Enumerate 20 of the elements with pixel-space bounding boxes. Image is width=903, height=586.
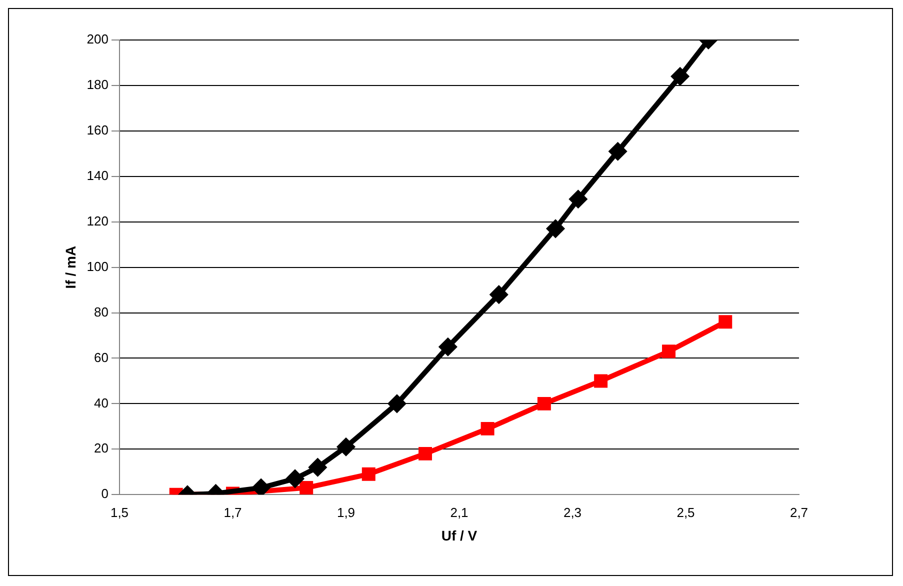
- y-tick-label: 120: [86, 213, 108, 228]
- x-tick-label: 2,3: [563, 504, 582, 520]
- y-tick-label: 140: [86, 168, 108, 183]
- x-tick-label: 1,5: [110, 504, 129, 520]
- x-tick-label: 2,7: [790, 504, 808, 520]
- x-tick-label: 2,1: [450, 504, 468, 520]
- x-tick-label: 2,5: [676, 504, 695, 520]
- x-tick-label: 1,9: [336, 504, 356, 520]
- y-tick-label: 100: [86, 258, 108, 274]
- y-tick-label: 60: [94, 350, 108, 365]
- y-axis-title: If / mA: [62, 246, 78, 289]
- y-tick-label: 0: [101, 486, 108, 502]
- y-tick-label: 200: [86, 32, 108, 47]
- x-tick-label: 1,7: [224, 504, 242, 520]
- y-tick-label: 40: [94, 395, 108, 410]
- y-tick-label: 160: [86, 122, 108, 138]
- y-tick-label: 80: [94, 304, 108, 320]
- y-tick-label: 20: [94, 440, 108, 456]
- x-axis-title: Uf / V: [441, 527, 478, 544]
- y-tick-label: 180: [86, 77, 108, 92]
